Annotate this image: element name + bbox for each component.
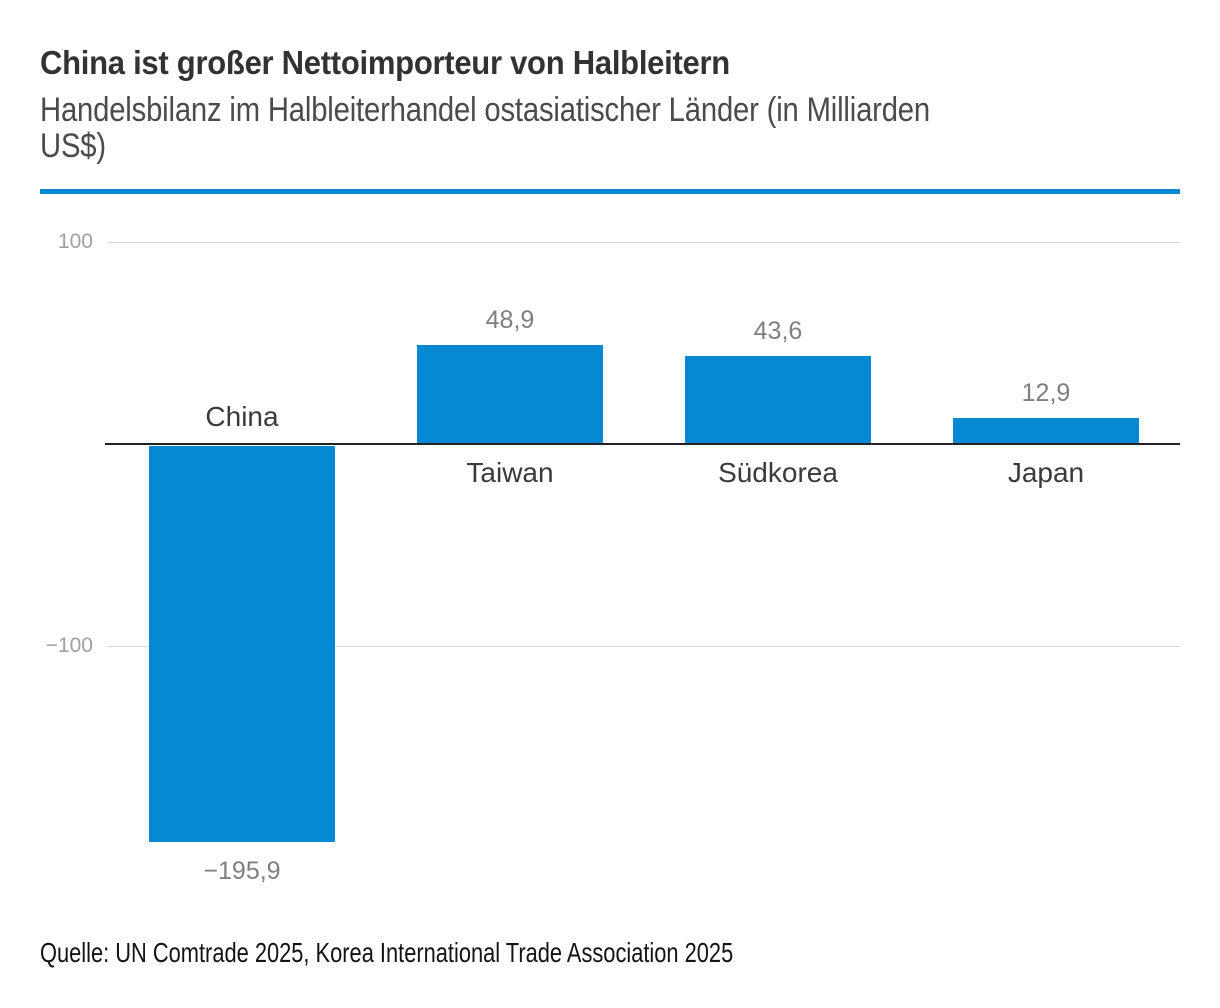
bar-value-label: 12,9 bbox=[1021, 379, 1071, 407]
category-label-japan: Japan bbox=[1007, 457, 1085, 488]
title-divider bbox=[40, 189, 1180, 194]
source-note: Quelle: UN Comtrade 2025, Korea Internat… bbox=[40, 937, 734, 968]
chart-subtitle: Handelsbilanz im Halbleiterhandel ostasi… bbox=[40, 91, 930, 165]
bar-china bbox=[149, 446, 335, 842]
chart-title: China ist großer Nettoimporteur von Halb… bbox=[40, 44, 730, 81]
category-label-sudkorea: Südkorea bbox=[718, 457, 838, 488]
category-label-taiwan: Taiwan bbox=[466, 457, 554, 488]
category-label-china: China bbox=[205, 401, 279, 432]
bar-value-label: 43,6 bbox=[753, 317, 803, 345]
bar-japan bbox=[953, 418, 1139, 444]
bar-value-label: 48,9 bbox=[485, 306, 535, 334]
bar-taiwan bbox=[417, 345, 603, 444]
bar-sudkorea bbox=[685, 356, 871, 444]
bar-value-label: −195,9 bbox=[203, 857, 281, 885]
gridline-minus100 bbox=[107, 646, 1180, 647]
y-tick-label: 100 bbox=[57, 230, 93, 253]
y-tick-label: −100 bbox=[45, 634, 93, 657]
gridline-100 bbox=[107, 242, 1180, 243]
zero-axis-line bbox=[105, 443, 1180, 445]
